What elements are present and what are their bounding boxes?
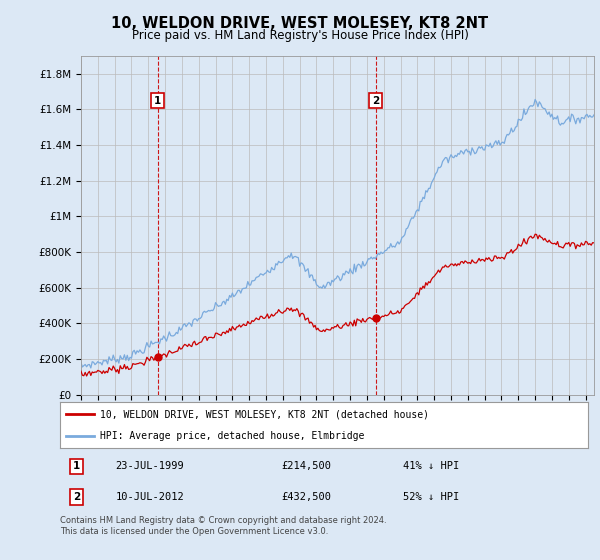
Text: 10, WELDON DRIVE, WEST MOLESEY, KT8 2NT: 10, WELDON DRIVE, WEST MOLESEY, KT8 2NT — [112, 16, 488, 31]
Text: 52% ↓ HPI: 52% ↓ HPI — [403, 492, 460, 502]
Text: 2: 2 — [73, 492, 80, 502]
Text: 1: 1 — [73, 461, 80, 472]
Text: 23-JUL-1999: 23-JUL-1999 — [115, 461, 184, 472]
Text: 10, WELDON DRIVE, WEST MOLESEY, KT8 2NT (detached house): 10, WELDON DRIVE, WEST MOLESEY, KT8 2NT … — [100, 409, 428, 419]
Text: Price paid vs. HM Land Registry's House Price Index (HPI): Price paid vs. HM Land Registry's House … — [131, 29, 469, 42]
Text: HPI: Average price, detached house, Elmbridge: HPI: Average price, detached house, Elmb… — [100, 431, 364, 441]
Text: £214,500: £214,500 — [282, 461, 332, 472]
Text: £432,500: £432,500 — [282, 492, 332, 502]
Text: Contains HM Land Registry data © Crown copyright and database right 2024.
This d: Contains HM Land Registry data © Crown c… — [60, 516, 386, 536]
Text: 10-JUL-2012: 10-JUL-2012 — [115, 492, 184, 502]
Text: 1: 1 — [154, 96, 161, 106]
Text: 2: 2 — [372, 96, 379, 106]
Text: 41% ↓ HPI: 41% ↓ HPI — [403, 461, 460, 472]
